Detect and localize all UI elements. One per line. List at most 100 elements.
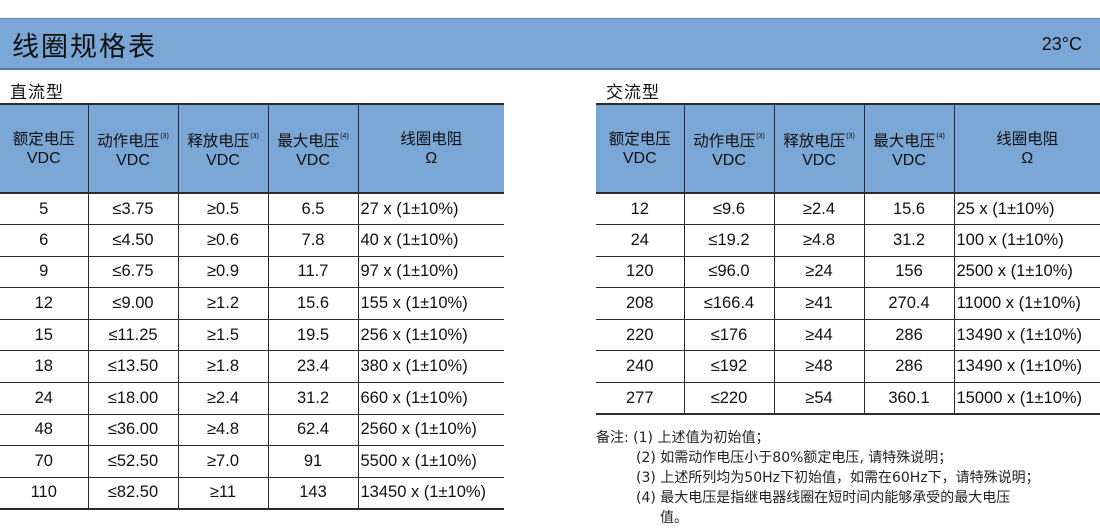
note-item: (3) 上述所列均为50Hz下初始值，如需在60Hz下，请特殊说明； — [636, 470, 1040, 486]
table-row: 24 ≤18.00 ≥2.4 31.2 660 x (1±10%) — [0, 382, 504, 415]
table-cell: 6 — [0, 224, 88, 257]
table-cell: ≤3.75 — [87, 193, 178, 226]
notes-block: 备注: (1) 上述值为初始值； (2) 如需动作电压小于80%额定电压, 请特… — [596, 428, 1100, 528]
table-cell: 256 x (1±10%) — [357, 319, 504, 352]
column-unit: Ω — [425, 149, 438, 167]
column-unit: VDC — [296, 152, 330, 169]
table-row: 9 ≤6.75 ≥0.9 11.7 97 x (1±10%) — [0, 256, 504, 289]
table-cell: 13490 x (1±10%) — [953, 350, 1100, 384]
table-cell: ≥48 — [773, 350, 864, 384]
table-cell: 270.4 — [863, 287, 954, 320]
table-cell: 62.4 — [267, 414, 358, 447]
table-cell: 15 — [0, 319, 88, 352]
table-cell: 25 x (1±10%) — [953, 193, 1100, 226]
table-cell: ≤9.6 — [683, 193, 774, 226]
title-bar: 线圈规格表 23°C — [0, 18, 1100, 70]
table-cell: ≥1.5 — [177, 319, 268, 352]
column-header-label: 额定电压 — [12, 129, 75, 148]
table-cell: ≤13.50 — [87, 350, 178, 384]
column-header-label: 最大电压 — [873, 132, 936, 150]
table-cell: ≤9.00 — [87, 287, 178, 320]
footnote-ref: (4) — [340, 133, 349, 140]
table-cell: 2560 x (1±10%) — [357, 414, 504, 447]
table-cell: 27 x (1±10%) — [357, 193, 504, 226]
note-line: 值。 — [596, 508, 1100, 528]
table-cell: 70 — [0, 445, 88, 478]
table-cell: 23.4 — [267, 350, 358, 384]
table-cell: ≤18.00 — [87, 382, 178, 415]
column-header-label: 动作电压 — [97, 132, 160, 150]
table-cell: ≥0.6 — [177, 224, 268, 257]
note-continuation: 值。 — [660, 510, 688, 526]
table-cell: 31.2 — [267, 382, 358, 415]
table-row: 5 ≤3.75 ≥0.5 6.5 27 x (1±10%) — [0, 193, 504, 226]
footnote-ref: (3) — [160, 133, 169, 140]
column-unit: VDC — [892, 152, 926, 169]
table-cell: 286 — [863, 319, 954, 352]
table-row: 12 ≤9.6 ≥2.4 15.6 25 x (1±10%) — [596, 193, 1100, 226]
footnote-ref: (4) — [936, 133, 945, 140]
table-row: 220 ≤176 ≥44 286 13490 x (1±10%) — [596, 319, 1100, 352]
table-cell: 5 — [0, 193, 88, 226]
table-cell: ≤166.4 — [683, 287, 774, 320]
table-cell: 143 — [267, 477, 358, 510]
table-cell: 120 — [596, 256, 684, 289]
column-unit: VDC — [622, 149, 657, 167]
column-header: 线圈电阻 Ω — [357, 103, 504, 194]
table-cell: ≥54 — [773, 382, 864, 416]
table-cell: ≥2.4 — [773, 193, 864, 226]
table-cell: 18 — [0, 350, 88, 384]
column-header: 释放电压(3) VDC — [773, 103, 864, 194]
table-cell: 24 — [596, 224, 684, 257]
table-cell: 208 — [596, 287, 684, 320]
ac-spec-table: 额定电压 VDC 动作电压(3) VDC 释放电压(3) VDC 最大电压(4) VDC 线圈电… — [596, 103, 1100, 416]
note-line: (3) 上述所列均为50Hz下初始值，如需在60Hz下，请特殊说明； — [596, 468, 1100, 488]
table-cell: 9 — [0, 256, 88, 289]
column-header-label: 释放电压 — [187, 132, 250, 150]
column-header: 最大电压(4) VDC — [863, 103, 954, 194]
column-header: 动作电压(3) VDC — [683, 103, 774, 194]
column-unit: VDC — [206, 152, 240, 169]
table-cell: ≤52.50 — [87, 445, 178, 478]
table-cell: ≥4.8 — [177, 414, 268, 447]
table-row: 208 ≤166.4 ≥41 270.4 11000 x (1±10%) — [596, 287, 1100, 320]
table-cell: 286 — [863, 350, 954, 384]
note-item: (4) 最大电压是指继电器线圈在短时间内能够承受的最大电压 — [636, 490, 1011, 506]
table-cell: ≥1.8 — [177, 350, 268, 384]
table-cell: 11.7 — [267, 256, 358, 289]
table-cell: 19.5 — [267, 319, 358, 352]
table-cell: 12 — [0, 287, 88, 320]
table-cell: ≥1.2 — [177, 287, 268, 320]
dc-section-label: 直流型 — [10, 83, 64, 103]
table-cell: 240 — [596, 350, 684, 384]
footnote-ref: (3) — [756, 133, 765, 140]
table-cell: 15000 x (1±10%) — [953, 382, 1100, 416]
table-cell: 6.5 — [267, 193, 358, 226]
table-cell: 24 — [0, 382, 88, 415]
column-header-label: 动作电压 — [693, 132, 756, 150]
table-row: 24 ≤19.2 ≥4.8 31.2 100 x (1±10%) — [596, 224, 1100, 257]
footnote-ref: (3) — [846, 133, 855, 140]
table-cell: 155 x (1±10%) — [357, 287, 504, 320]
table-cell: 15.6 — [267, 287, 358, 320]
dc-spec-table: 额定电压 VDC 动作电压(3) VDC 释放电压(3) VDC 最大电压(4) VDC 线圈电… — [0, 103, 504, 510]
table-cell: 100 x (1±10%) — [953, 224, 1100, 257]
column-header: 释放电压(3) VDC — [177, 103, 268, 194]
temperature-label: 23°C — [1041, 34, 1082, 54]
table-cell: ≥0.5 — [177, 193, 268, 226]
table-cell: 48 — [0, 414, 88, 447]
table-cell: 13490 x (1±10%) — [953, 319, 1100, 352]
table-cell: ≤220 — [683, 382, 774, 416]
column-header: 最大电压(4) VDC — [267, 103, 358, 194]
table-cell: 360.1 — [863, 382, 954, 416]
table-cell: 380 x (1±10%) — [357, 350, 504, 384]
table-cell: 40 x (1±10%) — [357, 224, 504, 257]
column-header-label: 线圈电阻 — [400, 129, 463, 148]
table-cell: ≤192 — [683, 350, 774, 384]
column-header-label: 额定电压 — [608, 129, 671, 148]
table-cell: 13450 x (1±10%) — [357, 477, 504, 510]
column-unit: VDC — [802, 152, 836, 169]
table-cell: 7.8 — [267, 224, 358, 257]
column-header-label: 最大电压 — [277, 132, 340, 150]
note-line: (4) 最大电压是指继电器线圈在短时间内能够承受的最大电压 — [596, 488, 1100, 508]
